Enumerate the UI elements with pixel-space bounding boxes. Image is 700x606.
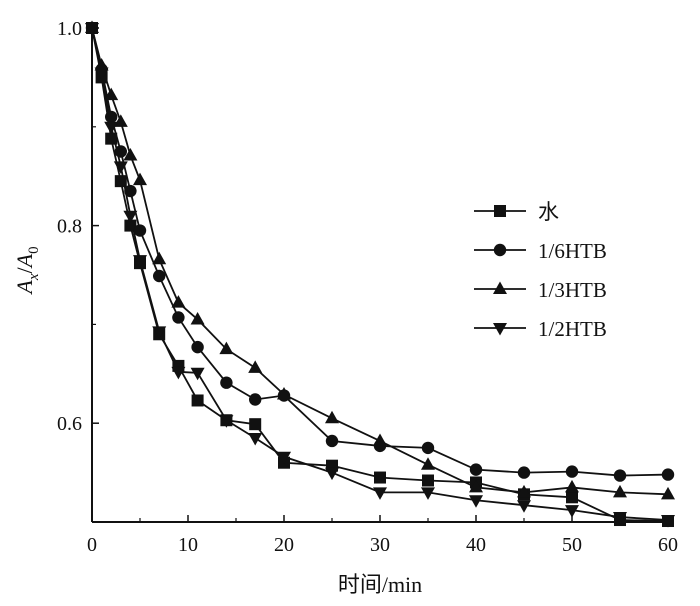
data-point: [421, 441, 435, 455]
data-point: [133, 224, 147, 237]
data-point: [114, 145, 128, 158]
series-lines: [91, 27, 669, 522]
series-line-2: [91, 27, 669, 477]
data-point: [374, 471, 386, 484]
data-point: [565, 465, 579, 478]
data-point: [249, 418, 262, 431]
data-point: [566, 491, 578, 504]
data-point: [565, 479, 579, 493]
data-point: [517, 466, 531, 479]
data-point: [325, 410, 339, 424]
y-axis-label: Ax/A0: [12, 246, 42, 295]
data-point: [565, 505, 579, 518]
series-markers: [85, 20, 675, 528]
data-point: [191, 340, 204, 354]
data-point: [94, 58, 109, 71]
data-point: [172, 311, 185, 324]
data-point: [469, 479, 483, 493]
series-line-4: [91, 27, 669, 521]
data-point: [152, 251, 167, 265]
data-point: [152, 326, 167, 339]
legend-label: 1/3HTB: [538, 278, 607, 302]
data-point: [248, 360, 263, 373]
legend-marker: [493, 281, 507, 294]
ticks: 0 10 20 30 40 50 60 0.6 0.8 1.0: [57, 18, 678, 556]
data-point: [105, 110, 118, 124]
data-point: [277, 387, 291, 400]
data-point: [123, 210, 138, 224]
data-point: [469, 463, 483, 476]
legend-label: 1/6HTB: [538, 239, 607, 263]
legend-marker: [494, 205, 506, 217]
legend-label: 水: [538, 200, 559, 224]
data-point: [123, 147, 138, 161]
data-point: [190, 311, 205, 325]
data-point: [373, 433, 387, 446]
y-tick-label: 1.0: [57, 18, 82, 40]
legend-marker: [493, 243, 507, 257]
data-point: [248, 433, 263, 446]
data-point: [517, 484, 531, 498]
data-point: [190, 367, 205, 381]
legend-marker: [493, 323, 507, 336]
data-point: [325, 467, 339, 481]
y-label-sub-b: 0: [26, 246, 42, 254]
data-point: [325, 434, 339, 448]
data-point: [124, 219, 137, 232]
data-point: [613, 512, 627, 525]
data-point: [661, 486, 675, 500]
data-point: [422, 474, 434, 487]
data-point: [105, 132, 118, 145]
data-point: [94, 67, 109, 80]
data-point: [133, 255, 147, 268]
data-point: [104, 87, 119, 101]
data-point: [219, 341, 234, 355]
svg-text:Ax/A0: Ax/A0: [12, 246, 42, 295]
data-point: [220, 376, 233, 389]
data-point: [171, 295, 186, 308]
data-point: [124, 184, 137, 198]
data-point: [421, 487, 435, 500]
data-point: [661, 515, 675, 528]
y-label-main-b: A: [12, 253, 37, 269]
data-point: [613, 469, 627, 482]
legend: 水 1/6HTB 1/3HTB 1/2HTB: [474, 200, 607, 341]
y-label-slash: /: [12, 266, 37, 273]
data-point: [113, 114, 128, 127]
x-axis-label: 时间/min: [338, 572, 422, 597]
x-tick-label: 40: [466, 534, 486, 556]
data-point: [219, 415, 234, 428]
data-point: [421, 457, 435, 470]
x-tick-label: 50: [562, 534, 582, 556]
data-point: [104, 121, 119, 135]
data-point: [249, 393, 262, 406]
x-tick-label: 20: [274, 534, 294, 556]
data-point: [277, 451, 291, 465]
x-tick-label: 30: [370, 534, 390, 556]
x-tick-label: 0: [87, 534, 97, 556]
series-line-3: [91, 27, 669, 496]
data-point: [153, 269, 166, 283]
y-label-sub-a: x: [26, 273, 42, 281]
x-tick-label: 10: [178, 534, 198, 556]
data-point: [171, 366, 186, 380]
y-tick-label: 0.8: [57, 216, 82, 238]
data-point: [113, 161, 128, 174]
x-tick-label: 60: [658, 534, 678, 556]
data-point: [517, 500, 531, 513]
data-point: [114, 175, 127, 188]
y-label-main-a: A: [12, 280, 37, 296]
data-point: [85, 23, 99, 36]
data-point: [373, 487, 387, 500]
data-point: [613, 484, 627, 498]
data-point: [191, 394, 204, 407]
data-point: [469, 495, 483, 508]
legend-label: 1/2HTB: [538, 317, 607, 341]
data-point: [133, 172, 147, 186]
y-tick-label: 0.6: [57, 413, 82, 435]
data-point: [661, 468, 675, 481]
